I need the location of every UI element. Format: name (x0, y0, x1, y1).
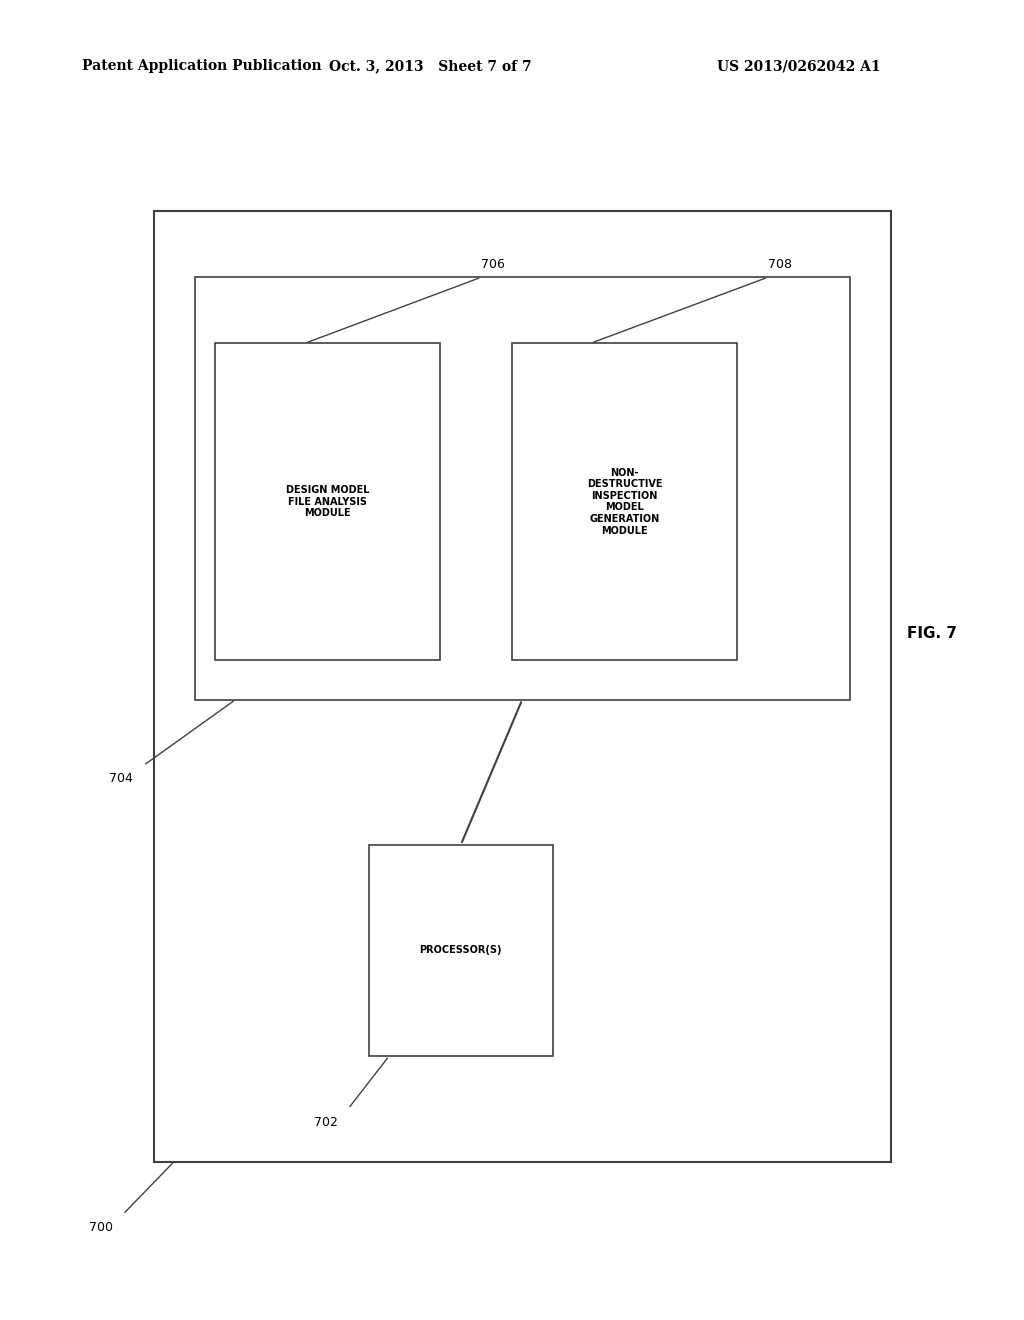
Text: 700: 700 (89, 1221, 113, 1234)
Text: DESIGN MODEL
FILE ANALYSIS
MODULE: DESIGN MODEL FILE ANALYSIS MODULE (286, 484, 370, 519)
Text: PROCESSOR(S): PROCESSOR(S) (420, 945, 502, 956)
FancyBboxPatch shape (215, 343, 440, 660)
FancyBboxPatch shape (512, 343, 737, 660)
Text: Oct. 3, 2013   Sheet 7 of 7: Oct. 3, 2013 Sheet 7 of 7 (329, 59, 531, 74)
Text: 702: 702 (314, 1115, 338, 1129)
Text: FIG. 7: FIG. 7 (907, 626, 956, 642)
FancyBboxPatch shape (369, 845, 553, 1056)
FancyBboxPatch shape (195, 277, 850, 700)
Text: NON-
DESTRUCTIVE
INSPECTION
MODEL
GENERATION
MODULE: NON- DESTRUCTIVE INSPECTION MODEL GENERA… (587, 467, 663, 536)
Text: 704: 704 (110, 772, 133, 785)
Text: Patent Application Publication: Patent Application Publication (82, 59, 322, 74)
Text: 708: 708 (768, 257, 792, 271)
Text: US 2013/0262042 A1: US 2013/0262042 A1 (717, 59, 881, 74)
Text: 706: 706 (481, 257, 505, 271)
FancyBboxPatch shape (154, 211, 891, 1162)
